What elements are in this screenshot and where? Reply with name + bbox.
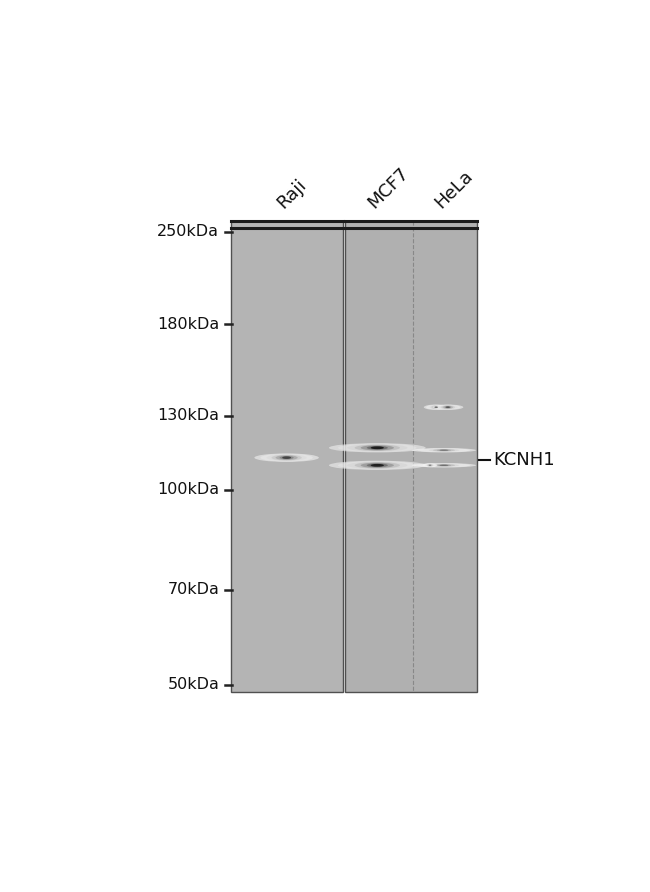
Ellipse shape	[367, 446, 388, 450]
Ellipse shape	[418, 449, 470, 452]
Ellipse shape	[443, 406, 453, 409]
Ellipse shape	[428, 464, 432, 467]
Ellipse shape	[426, 405, 447, 409]
Ellipse shape	[422, 463, 437, 467]
Ellipse shape	[428, 405, 444, 409]
Text: 70kDa: 70kDa	[167, 582, 219, 598]
Ellipse shape	[254, 453, 319, 462]
Ellipse shape	[338, 461, 417, 469]
Ellipse shape	[433, 464, 455, 467]
Text: 100kDa: 100kDa	[157, 482, 219, 497]
Ellipse shape	[424, 404, 448, 410]
Text: 130kDa: 130kDa	[157, 409, 219, 423]
Ellipse shape	[425, 464, 435, 467]
Ellipse shape	[276, 455, 298, 460]
Text: HeLa: HeLa	[431, 167, 476, 211]
Ellipse shape	[432, 406, 441, 409]
Ellipse shape	[338, 443, 417, 452]
Ellipse shape	[424, 449, 464, 452]
Ellipse shape	[429, 465, 431, 466]
Ellipse shape	[367, 464, 388, 467]
Bar	[344, 221, 476, 692]
Ellipse shape	[429, 464, 459, 467]
Ellipse shape	[445, 406, 451, 409]
Ellipse shape	[282, 457, 291, 459]
Ellipse shape	[424, 464, 464, 467]
Ellipse shape	[434, 407, 438, 408]
Ellipse shape	[426, 464, 434, 467]
Ellipse shape	[355, 462, 400, 468]
Text: 50kDa: 50kDa	[167, 677, 219, 692]
Ellipse shape	[433, 449, 455, 451]
Ellipse shape	[370, 464, 384, 467]
Ellipse shape	[361, 445, 394, 450]
Ellipse shape	[347, 461, 408, 469]
Ellipse shape	[428, 465, 432, 467]
Ellipse shape	[266, 454, 307, 461]
Ellipse shape	[355, 444, 400, 451]
Ellipse shape	[439, 465, 448, 466]
Ellipse shape	[280, 456, 294, 459]
Ellipse shape	[434, 406, 439, 409]
Ellipse shape	[370, 446, 384, 450]
Ellipse shape	[437, 465, 451, 467]
Ellipse shape	[329, 460, 426, 470]
Text: 250kDa: 250kDa	[157, 224, 219, 239]
Ellipse shape	[437, 450, 451, 451]
Ellipse shape	[438, 405, 458, 409]
Ellipse shape	[446, 407, 450, 408]
Ellipse shape	[429, 449, 459, 451]
Ellipse shape	[432, 404, 463, 410]
Ellipse shape	[418, 463, 470, 467]
Ellipse shape	[347, 444, 408, 451]
Ellipse shape	[329, 443, 426, 452]
Ellipse shape	[441, 405, 455, 409]
Ellipse shape	[436, 405, 460, 409]
Text: 180kDa: 180kDa	[157, 317, 219, 332]
Ellipse shape	[411, 463, 476, 467]
Ellipse shape	[272, 455, 302, 460]
Ellipse shape	[261, 454, 313, 461]
Ellipse shape	[430, 405, 442, 409]
Text: Raji: Raji	[274, 176, 310, 211]
Text: MCF7: MCF7	[365, 164, 413, 211]
Ellipse shape	[411, 448, 476, 452]
Bar	[231, 221, 343, 692]
Ellipse shape	[424, 464, 436, 467]
Text: KCNH1: KCNH1	[493, 451, 555, 469]
Ellipse shape	[361, 463, 394, 468]
